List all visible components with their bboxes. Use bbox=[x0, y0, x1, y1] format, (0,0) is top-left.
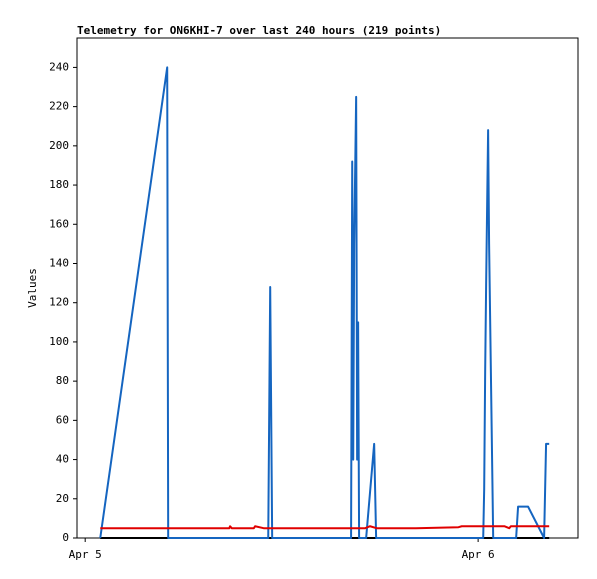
y-tick-label: 220 bbox=[49, 100, 69, 113]
y-tick-label: 20 bbox=[56, 492, 69, 505]
y-tick-label: 60 bbox=[56, 413, 69, 426]
chart-title: Telemetry for ON6KHI-7 over last 240 hou… bbox=[77, 24, 441, 37]
series-line bbox=[100, 525, 550, 530]
y-tick-label: 200 bbox=[49, 139, 69, 152]
y-axis-label: Values bbox=[26, 268, 39, 308]
y-tick-label: 240 bbox=[49, 60, 69, 73]
y-tick-label: 0 bbox=[62, 531, 69, 544]
plot-frame bbox=[76, 37, 579, 539]
y-tick-label: 40 bbox=[56, 453, 69, 466]
y-tick-label: 80 bbox=[56, 374, 69, 387]
x-tick-label: Apr 5 bbox=[69, 548, 102, 561]
y-tick-label: 120 bbox=[49, 296, 69, 309]
y-tick-label: 180 bbox=[49, 178, 69, 191]
y-tick-label: 100 bbox=[49, 335, 69, 348]
y-tick-label: 140 bbox=[49, 256, 69, 269]
x-tick-label: Apr 6 bbox=[462, 548, 495, 561]
series-line bbox=[99, 66, 550, 539]
y-tick-label: 160 bbox=[49, 217, 69, 230]
